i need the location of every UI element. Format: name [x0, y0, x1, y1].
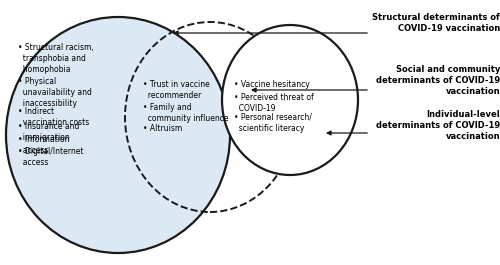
Text: • Perceived threat of
  COVID-19: • Perceived threat of COVID-19 — [234, 93, 314, 113]
Text: • Trust in vaccine
  recommender: • Trust in vaccine recommender — [143, 80, 210, 100]
Text: • Indirect
  vaccination costs: • Indirect vaccination costs — [18, 107, 89, 127]
Text: Social and community
determinants of COVID-19
vaccination: Social and community determinants of COV… — [376, 65, 500, 96]
Text: • Physical
  unavailability and
  inaccessibility: • Physical unavailability and inaccessib… — [18, 77, 92, 108]
Text: • Vaccine hesitancy: • Vaccine hesitancy — [234, 80, 310, 89]
Text: • Structural racism,
  transphobia and
  homophobia: • Structural racism, transphobia and hom… — [18, 43, 94, 74]
Text: • Family and
  community influence: • Family and community influence — [143, 103, 228, 123]
Text: • Insurance and
  immigration: • Insurance and immigration — [18, 122, 80, 142]
Ellipse shape — [6, 17, 230, 253]
Text: • Personal research/
  scientific literacy: • Personal research/ scientific literacy — [234, 113, 312, 133]
Text: Structural determinants of
COVID-19 vaccination: Structural determinants of COVID-19 vacc… — [372, 13, 500, 33]
Text: • Altruism: • Altruism — [143, 124, 182, 133]
Text: • Information
  access: • Information access — [18, 135, 70, 155]
Ellipse shape — [222, 25, 358, 175]
Text: Individual-level
determinants of COVID-19
vaccination: Individual-level determinants of COVID-1… — [376, 110, 500, 141]
Text: • Digital/Internet
  access: • Digital/Internet access — [18, 147, 84, 167]
